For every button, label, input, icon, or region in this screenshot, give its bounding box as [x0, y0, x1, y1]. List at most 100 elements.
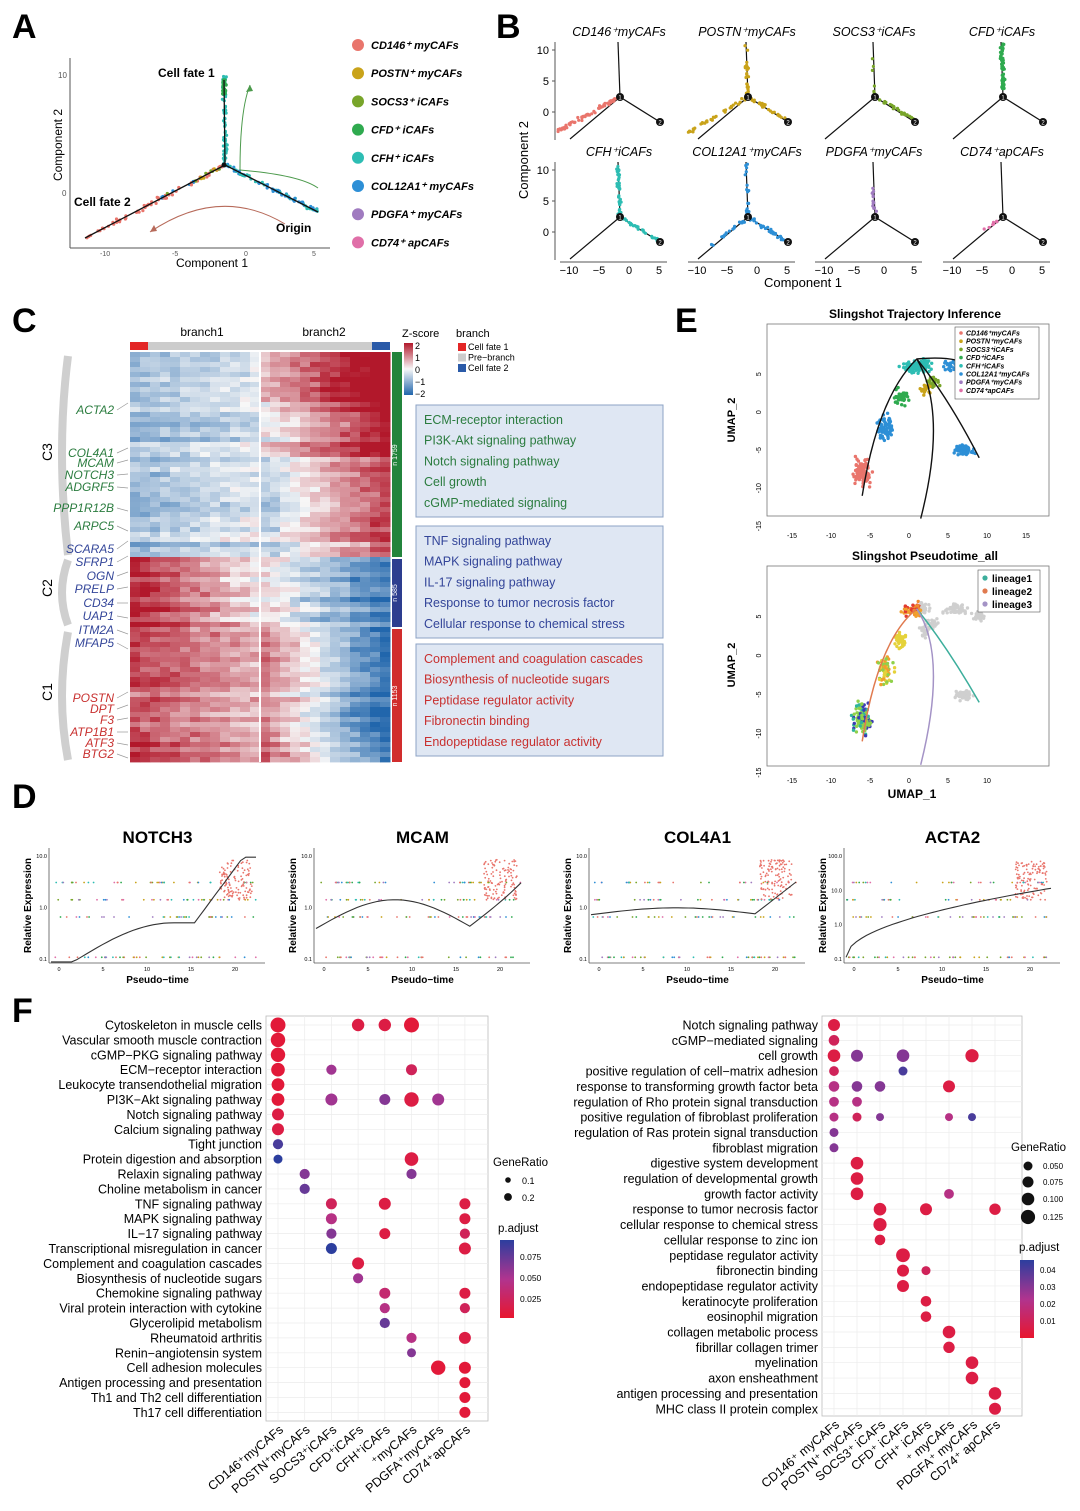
c-heat-cell [380, 382, 391, 388]
c-heat-cell [200, 692, 211, 698]
e-point [907, 398, 911, 402]
c-heat-cell [230, 477, 241, 483]
d-point [229, 865, 232, 867]
b-point [892, 106, 896, 110]
c-heat-cell [270, 397, 281, 403]
c-heat-cell [210, 637, 221, 643]
c-heat-cell [290, 467, 301, 473]
c-heat-cell [210, 422, 221, 428]
c-heat-cell [190, 712, 201, 718]
c-heat-cell [180, 742, 191, 748]
c-heat-cell [330, 482, 341, 488]
c-heat-cell [180, 452, 191, 458]
d-point [223, 889, 226, 892]
c-heat-cell [250, 647, 261, 653]
c-heat-cell [140, 667, 151, 673]
c-heat-cell [280, 657, 291, 663]
c-heat-cell [370, 737, 381, 743]
b-point [611, 98, 615, 102]
e-point [927, 364, 931, 368]
c-heat-cell [190, 632, 201, 638]
c-term: Peptidase regulator activity [424, 693, 575, 707]
c-heat-cell [160, 432, 171, 438]
c-heat-cell [140, 517, 151, 523]
c-heat-cell [190, 517, 201, 523]
e-xtick: 10 [983, 533, 991, 540]
d-xlabel: Pseudo−time [126, 975, 189, 986]
e-pt-point [904, 607, 908, 611]
d-point [620, 956, 623, 959]
b-point [618, 200, 622, 204]
c-heat-cell [300, 612, 311, 618]
c-heat-cell [330, 682, 341, 688]
c-heat-cell [360, 692, 371, 698]
d-point [245, 894, 248, 897]
c-heat-cell [370, 662, 381, 668]
c-heat-cell [310, 502, 321, 508]
c-heat-cell [320, 692, 331, 698]
e-pt-point [857, 716, 861, 720]
c-heat-cell [300, 717, 311, 723]
c-heat-cell [300, 557, 311, 563]
e-pt-point [863, 734, 868, 738]
d-point [173, 881, 175, 884]
c-heat-cell [160, 657, 171, 663]
e-pt-point [899, 610, 903, 614]
c-gene-pointer [116, 586, 129, 590]
b-point [871, 201, 875, 206]
c-heat-cell [200, 647, 211, 653]
c-heat-cell [260, 467, 271, 473]
c-heat-cell [290, 677, 301, 683]
c-heat-cell [150, 362, 161, 368]
d-point [778, 860, 781, 863]
e-ytick2: -5 [756, 691, 763, 697]
d-point [776, 893, 778, 896]
b-point [882, 101, 886, 105]
c-heat-cell [310, 532, 321, 538]
c-heat-cell [300, 547, 311, 553]
c-heat-cell [230, 637, 241, 643]
a-legend-swatch [352, 151, 364, 164]
c-heat-cell [330, 507, 341, 513]
e-ytick2: 0 [756, 654, 763, 658]
c-heat-cell [180, 522, 191, 528]
c-heat-cell [130, 367, 141, 373]
d-point [134, 881, 137, 884]
e-pt-point [976, 613, 980, 617]
c-heat-cell [310, 417, 321, 423]
d-point [770, 859, 773, 861]
c-heat-cell [200, 462, 211, 468]
d-point [340, 881, 343, 884]
c-heat-cell [310, 732, 321, 738]
d-point [684, 916, 687, 918]
c-heat-cell [340, 517, 351, 523]
c-heat-cell [180, 407, 191, 413]
c-heat-cell [150, 357, 161, 363]
c-heat-cell [340, 552, 351, 558]
d-point [607, 956, 610, 959]
b-subplot-title: COL12A1⁺myCAFs [692, 145, 801, 159]
c-heat-cell [180, 527, 191, 533]
c-heat-cell [340, 357, 351, 363]
c-heat-cell [310, 612, 321, 618]
c-heat-cell [350, 367, 361, 373]
c-heat-cell [200, 562, 211, 568]
c-heat-cell [130, 552, 141, 558]
c-heat-cell [370, 357, 381, 363]
b-xtick: −5 [721, 265, 734, 277]
c-heat-cell [170, 357, 181, 363]
c-heat-cell [320, 382, 331, 388]
d-point [762, 916, 765, 918]
c-heat-cell [160, 412, 171, 418]
c-heat-cell [200, 392, 211, 398]
c-heat-cell [360, 352, 371, 358]
a-legend-label: CFD⁺ iCAFs [371, 125, 434, 137]
c-col-title: branch2 [302, 325, 346, 339]
d-point [384, 881, 387, 884]
c-heat-cell [210, 602, 221, 608]
c-heat-cell [310, 412, 321, 418]
d-point [483, 916, 486, 918]
c-heat-cell [330, 577, 341, 583]
c-heat-cell [290, 632, 301, 638]
b-point [754, 221, 759, 225]
